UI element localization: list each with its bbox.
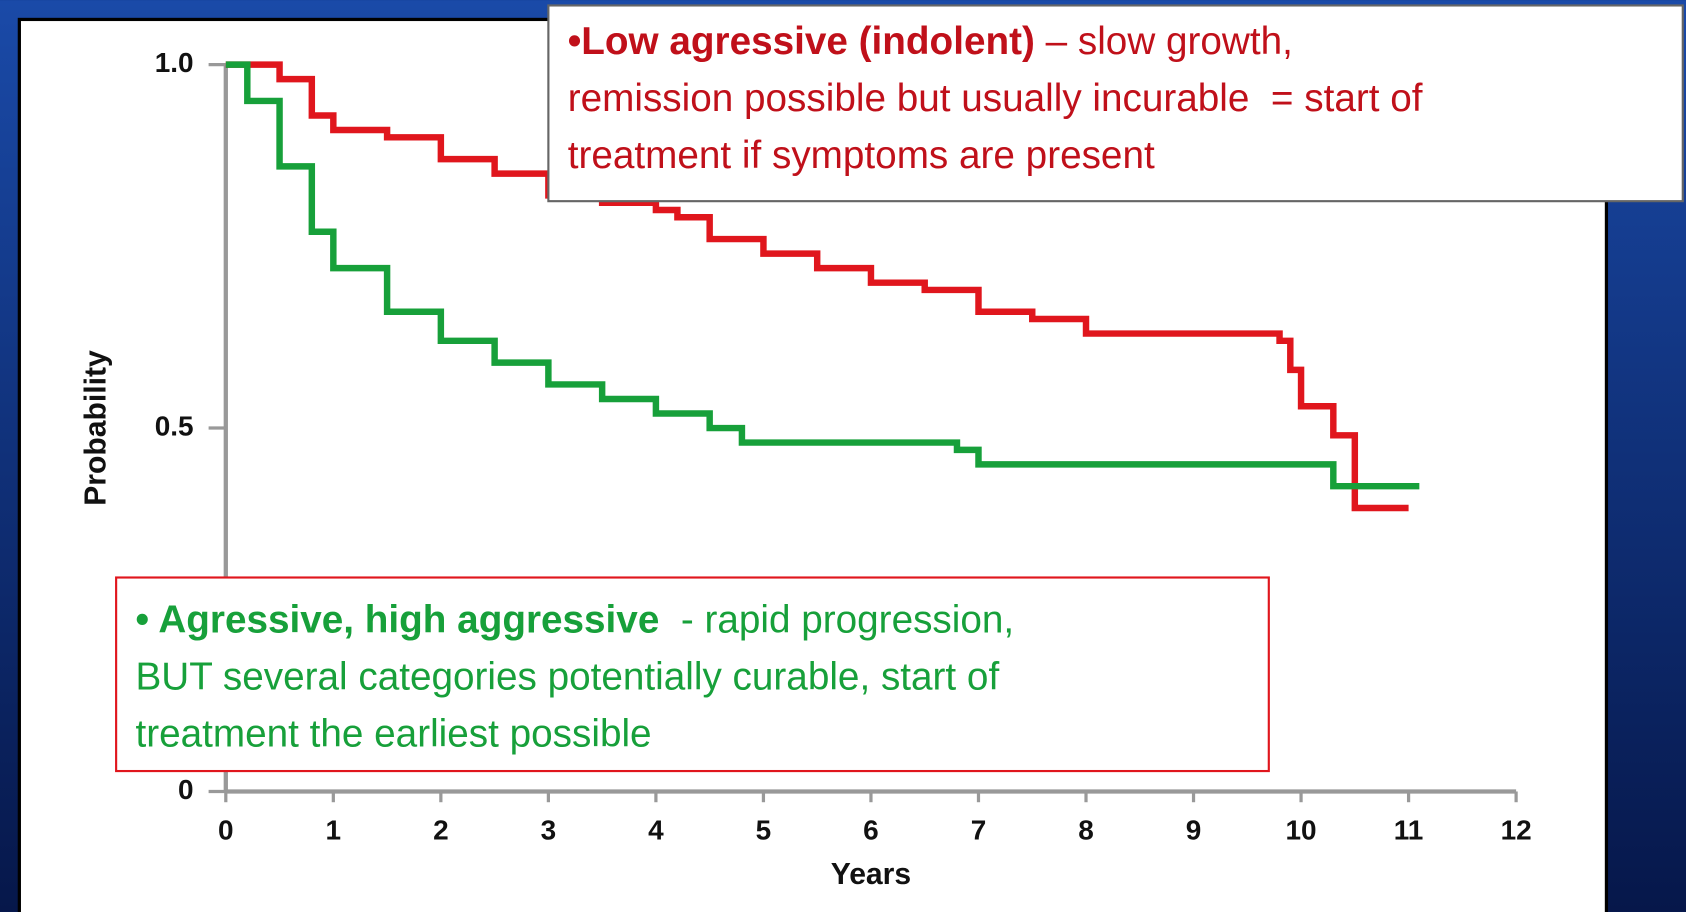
annotation-box	[115, 576, 1270, 773]
survival-line	[225, 61, 1420, 490]
annotation-line: BUT several categories potentially curab…	[135, 655, 999, 698]
y-axis-label: Probability	[79, 350, 112, 506]
x-tick-label: 1	[326, 815, 342, 846]
annotation-text: treatment the earliest possible	[135, 712, 651, 755]
x-tick-label: 7	[971, 815, 987, 846]
annotation-text: BUT several categories potentially curab…	[135, 655, 999, 698]
annotation-box	[547, 4, 1684, 203]
annotation-text: • Agressive, high aggressive - rapid pro…	[135, 598, 1014, 641]
annotation-line: remission possible but usually incurable…	[568, 77, 1423, 120]
x-tick-label: 10	[1286, 815, 1317, 846]
annotation-bold: • Agressive, high aggressive	[135, 598, 659, 641]
y-tick-label: 0.5	[155, 410, 194, 441]
survival-line	[225, 61, 1409, 512]
y-tick-label: 1.0	[155, 47, 194, 78]
annotation-line: – slow growth,	[1035, 20, 1293, 63]
annotation-text: treatment if symptoms are present	[568, 134, 1155, 177]
x-tick-label: 12	[1501, 815, 1532, 846]
annotation-bold: •Low agressive (indolent)	[568, 20, 1035, 63]
x-tick-label: 0	[218, 815, 234, 846]
annotation-line: treatment the earliest possible	[135, 712, 651, 755]
x-axis-label: Years	[831, 858, 911, 891]
x-tick-label: 11	[1394, 815, 1424, 846]
annotation-text: •Low agressive (indolent) – slow growth,	[568, 20, 1293, 63]
x-tick-label: 4	[648, 815, 664, 846]
y-tick-label: 0	[178, 774, 194, 805]
annotation-line: treatment if symptoms are present	[568, 134, 1155, 177]
x-tick-label: 8	[1078, 815, 1094, 846]
annotation-line: - rapid progression,	[659, 598, 1014, 641]
x-tick-label: 2	[433, 815, 449, 846]
x-tick-label: 5	[756, 815, 772, 846]
annotation-text: remission possible but usually incurable…	[568, 77, 1423, 120]
x-tick-label: 9	[1186, 815, 1202, 846]
x-tick-label: 6	[863, 815, 879, 846]
x-tick-label: 3	[541, 815, 557, 846]
